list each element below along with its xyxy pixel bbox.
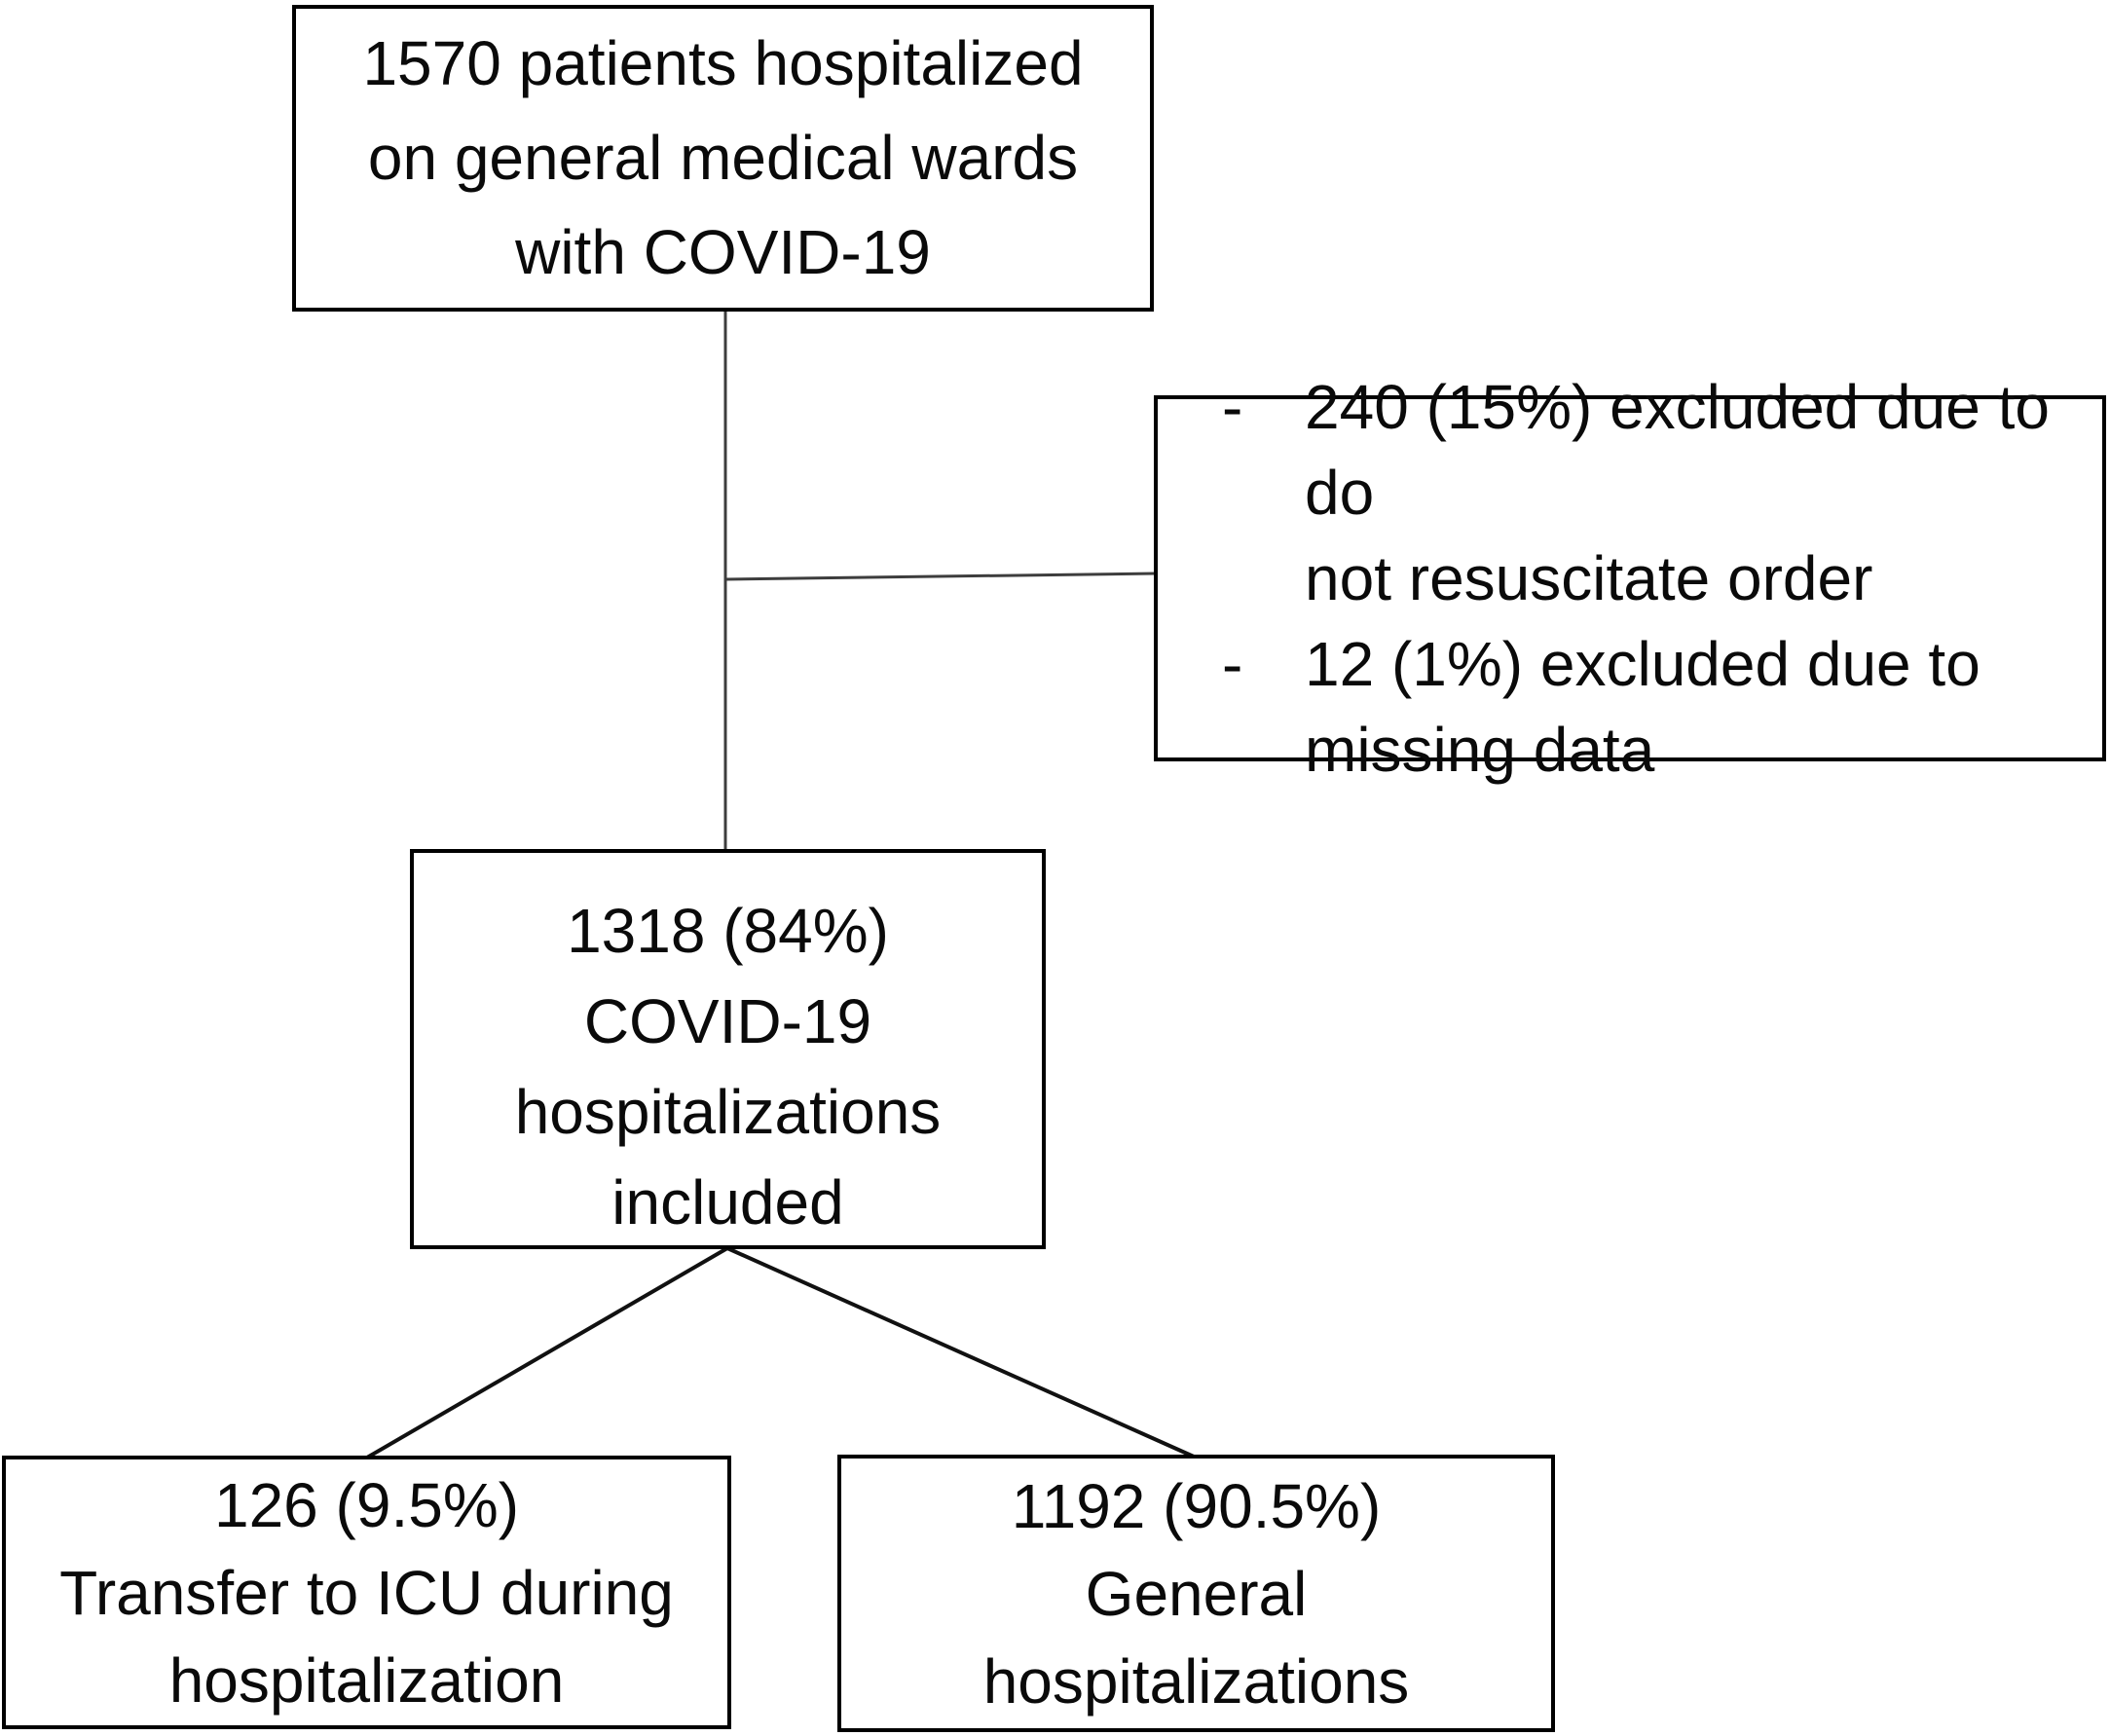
connector-included-to-general [726, 1246, 1195, 1459]
exclusion-missing-line-2: missing data [1305, 715, 1655, 785]
box-icu-transfer: 126 (9.5%) Transfer to ICU during hospit… [2, 1456, 731, 1729]
box-included-hospitalizations: 1318 (84%) COVID-19 hospitalizations inc… [410, 849, 1046, 1249]
bullet-dash: - [1222, 629, 1243, 699]
box-general-line-3: hospitalizations [982, 1645, 1410, 1717]
box-general-line-1: 1192 (90.5%) [1011, 1470, 1382, 1541]
box-included-line-2: COVID-19 [583, 985, 872, 1056]
box-general-line-2: General [1085, 1558, 1308, 1629]
exclusion-missing-line-1: 12 (1%) excluded due to [1305, 629, 1980, 699]
box-included-line-3: hospitalizations [514, 1076, 942, 1147]
exclusion-dnr-line-2: not resuscitate order [1305, 543, 1873, 613]
box-icu-line-2: Transfer to ICU during [59, 1557, 674, 1628]
exclusion-item-dnr: - 240 (15%) excluded due to do not resus… [1158, 364, 2102, 621]
box-total-line-2: on general medical wards [367, 123, 1079, 193]
box-total-line-3: with COVID-19 [515, 217, 931, 287]
bullet-dash: - [1222, 372, 1243, 442]
exclusion-item-missing-data: - 12 (1%) excluded due to missing data [1158, 621, 2102, 793]
box-total-line-1: 1570 patients hospitalized [362, 28, 1084, 98]
box-included-line-4: included [611, 1166, 844, 1237]
exclusion-dnr-line-1: 240 (15%) excluded due to do [1305, 372, 2050, 528]
box-included-line-1: 1318 (84%) [567, 895, 889, 966]
connector-included-to-icu [365, 1246, 729, 1459]
box-icu-line-1: 126 (9.5%) [213, 1469, 520, 1540]
exclusion-item-dnr-text: 240 (15%) excluded due to do not resusci… [1305, 364, 2102, 621]
box-total-patients: 1570 patients hospitalized on general me… [292, 5, 1154, 312]
box-exclusions: - 240 (15%) excluded due to do not resus… [1154, 372, 2106, 785]
exclusion-item-missing-data-text: 12 (1%) excluded due to missing data [1305, 621, 2102, 793]
connector-to-exclusions [724, 572, 1157, 581]
box-general-hospitalizations: 1192 (90.5%) General hospitalizations [837, 1455, 1555, 1732]
box-icu-line-3: hospitalization [168, 1644, 565, 1716]
